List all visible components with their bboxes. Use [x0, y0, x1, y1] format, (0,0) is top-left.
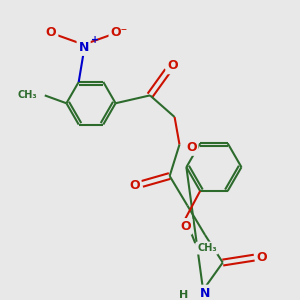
Text: O: O — [257, 251, 267, 264]
Text: N: N — [200, 286, 210, 299]
Text: CH₃: CH₃ — [197, 243, 217, 253]
Text: O: O — [167, 59, 178, 72]
Text: H: H — [179, 290, 188, 300]
Text: N: N — [78, 41, 89, 54]
Text: O: O — [46, 26, 56, 39]
Text: O⁻: O⁻ — [110, 26, 128, 39]
Text: O: O — [186, 141, 196, 154]
Text: +: + — [92, 34, 100, 45]
Text: CH₃: CH₃ — [17, 90, 37, 100]
Text: O: O — [180, 220, 191, 233]
Text: O: O — [129, 179, 140, 192]
